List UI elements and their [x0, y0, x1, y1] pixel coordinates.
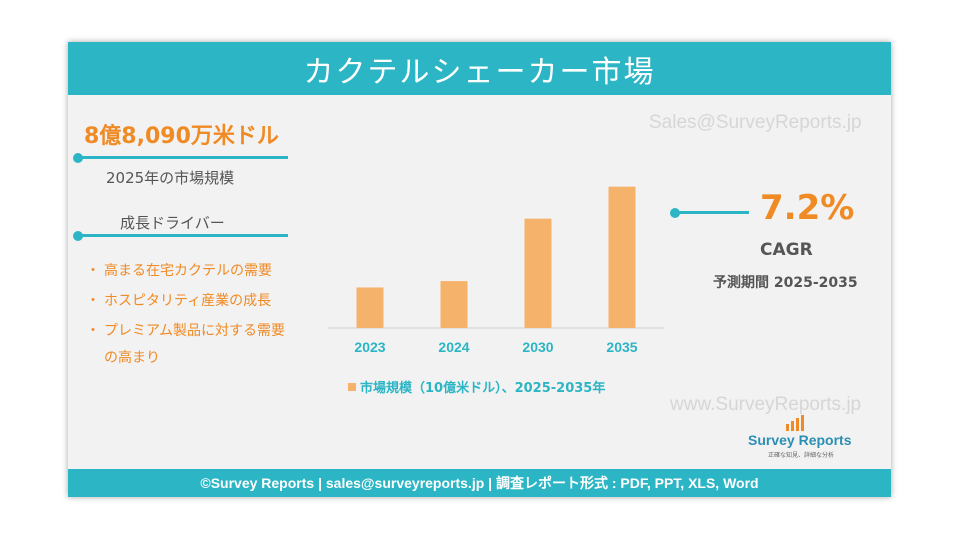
cagr-value: 7.2%	[760, 188, 855, 228]
x-tick-label: 2024	[438, 339, 469, 355]
bar-chart-logo-icon	[786, 415, 804, 431]
title-banner: カクテルシェーカー市場	[68, 42, 891, 95]
x-tick-label: 2023	[354, 339, 385, 355]
driver-text: 高まる在宅カクテルの需要	[104, 263, 272, 279]
infographic-card: カクテルシェーカー市場 Sales@SurveyReports.jp www.S…	[68, 42, 891, 497]
market-value: 8億8,090万米ドル	[84, 124, 279, 149]
bullet-icon: ・	[86, 293, 100, 309]
chart-legend: 市場規模（10億米ドル）、2025-2035年	[348, 377, 605, 396]
cagr-label: CAGR	[760, 240, 813, 260]
x-tick-label: 2030	[522, 339, 553, 355]
logo-tagline: 正確な知見、詳細な分析	[768, 452, 835, 459]
bar-2023	[356, 287, 384, 328]
bullet-icon: ・	[86, 263, 100, 279]
bar-2030	[524, 218, 552, 328]
bar-2035	[608, 186, 636, 328]
survey-reports-logo: Survey Reports 正確な知見、詳細な分析	[744, 412, 864, 462]
list-item: ・ ホスピタリティ産業の成長	[82, 288, 287, 315]
email-watermark: Sales@SurveyReports.jp	[649, 112, 862, 133]
list-item: ・ 高まる在宅カクテルの需要	[82, 258, 287, 285]
page-title: カクテルシェーカー市場	[303, 54, 656, 90]
list-item: ・ プレミアム製品に対する需要の高まり	[82, 318, 287, 372]
legend-swatch-icon	[348, 382, 356, 391]
bar-2024	[440, 281, 468, 328]
forecast-period: 予測期間 2025-2035	[713, 275, 858, 291]
connector-line	[78, 234, 288, 237]
connector-line	[78, 156, 288, 159]
bar-chart: 2023 2024 2030 2035	[328, 186, 664, 355]
drivers-list: ・ 高まる在宅カクテルの需要 ・ ホスピタリティ産業の成長 ・ プレミアム製品に…	[82, 258, 287, 375]
x-tick-label: 2035	[606, 339, 637, 355]
url-watermark: www.SurveyReports.jp	[670, 394, 862, 415]
bullet-icon: ・	[86, 323, 100, 339]
driver-text: プレミアム製品に対する需要の高まり	[104, 323, 286, 366]
logo-name: Survey Reports	[748, 432, 852, 448]
market-value-caption: 2025年の市場規模	[106, 169, 235, 187]
legend-label: 市場規模（10億米ドル）、2025-2035年	[360, 381, 606, 396]
drivers-heading: 成長ドライバー	[120, 214, 225, 232]
driver-text: ホスピタリティ産業の成長	[104, 293, 272, 309]
footer-banner: ©Survey Reports | sales@surveyreports.jp…	[68, 469, 891, 497]
footer-text: ©Survey Reports | sales@surveyreports.jp…	[200, 475, 759, 491]
connector-line	[675, 211, 749, 214]
